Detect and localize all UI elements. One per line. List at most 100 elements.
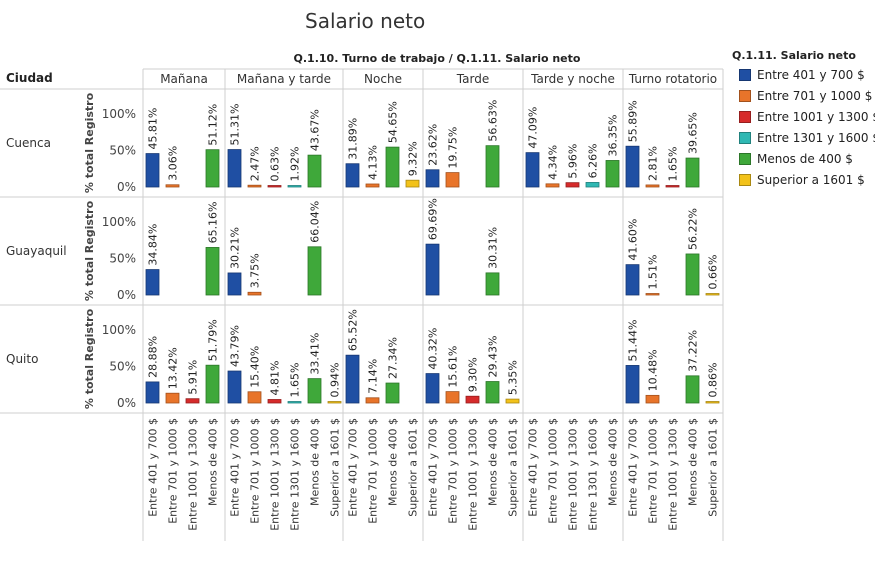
- bar: [247, 291, 262, 296]
- row-label: Quito: [6, 352, 38, 366]
- x-tick-label: Entre 701 y 1000 $: [367, 418, 380, 524]
- legend-label: Menos de 400 $: [757, 152, 853, 166]
- data-label: 23.62%: [427, 124, 440, 166]
- data-label: 15.40%: [249, 346, 262, 388]
- bar: [145, 269, 160, 296]
- bar: [205, 149, 220, 188]
- data-label: 0.66%: [707, 255, 720, 290]
- x-tick-label: Entre 701 y 1000 $: [547, 418, 560, 524]
- row-label: Guayaquil: [6, 244, 67, 258]
- x-tick-label: Entre 401 y 700 $: [627, 418, 640, 517]
- x-tick-label: Menos de 400 $: [309, 418, 322, 506]
- legend-label: Entre 1001 y 1300 $: [757, 110, 875, 124]
- y-tick-label: 50%: [109, 360, 136, 374]
- data-label: 45.81%: [147, 108, 160, 150]
- data-label: 28.88%: [147, 336, 160, 378]
- column-label: Mañana: [160, 72, 208, 86]
- bar: [227, 272, 242, 296]
- x-tick-label: Entre 401 y 700 $: [427, 418, 440, 517]
- data-label: 43.79%: [229, 325, 242, 367]
- bar: [445, 172, 460, 188]
- data-label: 43.67%: [309, 109, 322, 151]
- bar: [585, 182, 600, 188]
- y-tick-label: 0%: [117, 396, 136, 410]
- bar: [465, 395, 480, 404]
- data-label: 30.21%: [229, 227, 242, 269]
- bar: [705, 293, 720, 296]
- bar: [165, 184, 180, 188]
- bar: [625, 264, 640, 296]
- bar: [685, 157, 700, 188]
- bar: [485, 272, 500, 296]
- y-tick-label: 100%: [102, 215, 136, 229]
- x-tick-label: Superior a 1601 $: [407, 418, 420, 517]
- x-tick-label: Entre 1001 y 1300 $: [567, 418, 580, 531]
- bar: [205, 364, 220, 404]
- data-label: 1.51%: [647, 255, 660, 290]
- x-tick-label: Menos de 400 $: [387, 418, 400, 506]
- bar: [645, 293, 660, 296]
- bar: [705, 401, 720, 404]
- bar: [525, 152, 540, 188]
- data-label: 4.34%: [547, 145, 560, 180]
- bar: [145, 381, 160, 404]
- y-tick-label: 50%: [109, 252, 136, 266]
- legend-label: Entre 1301 y 1600 $: [757, 131, 875, 145]
- y-tick-label: 0%: [117, 180, 136, 194]
- x-tick-label: Entre 1301 y 1600 $: [587, 418, 600, 531]
- bar: [605, 160, 620, 188]
- bar: [267, 185, 282, 188]
- y-tick-label: 50%: [109, 144, 136, 158]
- data-label: 0.63%: [269, 147, 282, 182]
- data-label: 4.81%: [269, 361, 282, 396]
- legend-swatch: [739, 69, 751, 81]
- bar: [227, 149, 242, 188]
- column-label: Mañana y tarde: [237, 72, 331, 86]
- bar: [425, 169, 440, 188]
- y-tick-label: 100%: [102, 107, 136, 121]
- legend-label: Entre 701 y 1000 $: [757, 89, 873, 103]
- bar: [385, 146, 400, 188]
- column-label: Noche: [364, 72, 402, 86]
- data-label: 65.52%: [347, 309, 360, 351]
- x-tick-label: Entre 1001 y 1300 $: [667, 418, 680, 531]
- data-label: 30.31%: [487, 227, 500, 269]
- data-label: 36.35%: [607, 115, 620, 157]
- data-label: 39.65%: [687, 112, 700, 154]
- row-label: Cuenca: [6, 136, 51, 150]
- data-label: 19.75%: [447, 127, 460, 169]
- column-label: Turno rotatorio: [628, 72, 717, 86]
- bar: [485, 145, 500, 188]
- bar: [247, 184, 262, 188]
- bar: [385, 382, 400, 404]
- x-tick-label: Superior a 1601 $: [507, 418, 520, 517]
- data-label: 51.44%: [627, 319, 640, 361]
- bar: [145, 153, 160, 188]
- bar: [425, 243, 440, 296]
- data-label: 47.09%: [527, 107, 540, 149]
- bar: [625, 365, 640, 404]
- data-label: 37.22%: [687, 330, 700, 372]
- bar: [307, 246, 322, 296]
- data-label: 1.65%: [289, 363, 302, 398]
- bar: [625, 145, 640, 188]
- x-tick-label: Entre 701 y 1000 $: [249, 418, 262, 524]
- data-label: 31.89%: [347, 118, 360, 160]
- bar: [365, 397, 380, 404]
- y-axis-title: % total Registro: [83, 200, 96, 301]
- bar: [327, 401, 342, 404]
- bar: [165, 392, 180, 404]
- x-tick-label: Entre 401 y 700 $: [527, 418, 540, 517]
- data-label: 51.12%: [207, 104, 220, 146]
- data-label: 4.13%: [367, 145, 380, 180]
- x-tick-label: Entre 1001 y 1300 $: [467, 418, 480, 531]
- x-tick-label: Entre 701 y 1000 $: [167, 418, 180, 524]
- bar: [267, 399, 282, 404]
- data-label: 69.69%: [427, 198, 440, 240]
- data-label: 2.81%: [647, 146, 660, 181]
- bar: [365, 183, 380, 188]
- bar: [645, 394, 660, 404]
- column-header: Q.1.10. Turno de trabajo / Q.1.11. Salar…: [294, 52, 581, 65]
- column-label: Tarde y noche: [530, 72, 615, 86]
- bar: [345, 163, 360, 188]
